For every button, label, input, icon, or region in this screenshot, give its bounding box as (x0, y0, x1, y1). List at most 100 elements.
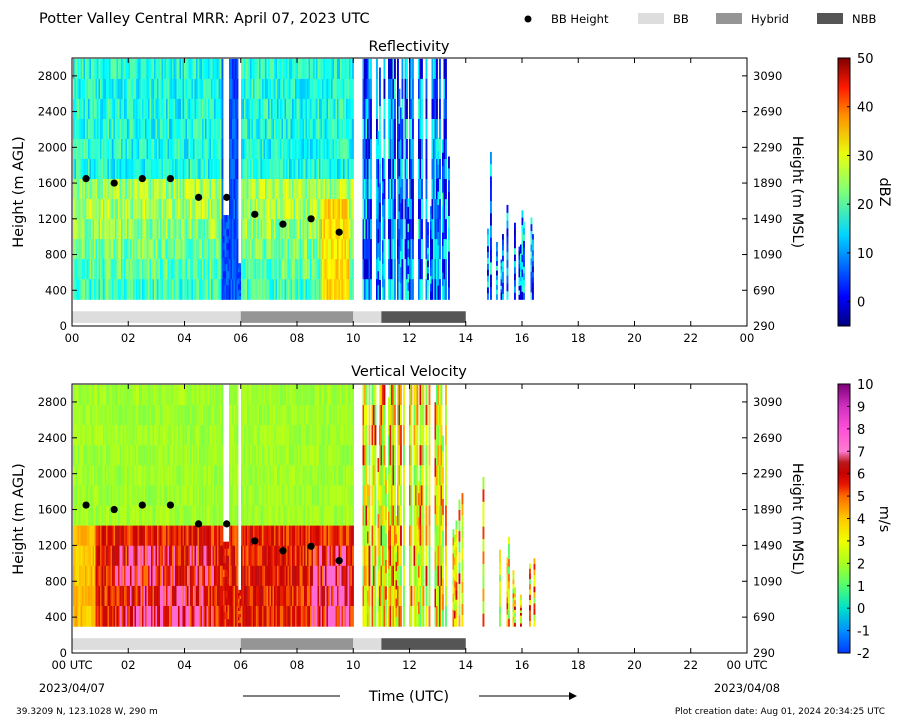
reflectivity-ytick-label: 0 (60, 319, 67, 333)
legend-label-hybrid: Hybrid (751, 12, 789, 26)
vertical-velocity-band-nbb-3 (381, 638, 466, 650)
reflectivity-xtick-label: 08 (290, 331, 305, 345)
figure-title: Potter Valley Central MRR: April 07, 202… (39, 11, 370, 27)
legend-label-bb: BB (673, 12, 689, 26)
reflectivity-band-bb-0 (72, 311, 241, 323)
footer-created: Plot creation date: Aug 01, 2024 20:34:2… (675, 707, 885, 717)
reflectivity-xtick-label: 00 (65, 331, 80, 345)
vertical-velocity-ytick-right-label: 1090 (753, 574, 782, 588)
vertical-velocity-colorbar-tick-label: 8 (857, 423, 865, 438)
vertical-velocity-band-bb-2 (353, 638, 382, 650)
legend-dot-bb-height (524, 15, 532, 23)
vertical-velocity-ytick-label: 400 (45, 610, 67, 624)
reflectivity-bb-height-point (307, 215, 315, 223)
reflectivity-ytick-label: 1200 (38, 212, 67, 226)
end-date-label: 2023/04/08 (714, 681, 780, 695)
vertical-velocity-xtick-label: 04 (177, 658, 192, 672)
vertical-velocity-xtick-label: 14 (458, 658, 473, 672)
reflectivity-xtick-label: 14 (458, 331, 473, 345)
vertical-velocity-ytick-right-label: 1490 (753, 538, 782, 552)
reflectivity-xtick-label: 00 (740, 331, 755, 345)
reflectivity-title: Reflectivity (369, 39, 450, 55)
vertical-velocity-ytick-label: 2400 (38, 431, 67, 445)
vertical-velocity-title: Vertical Velocity (351, 364, 467, 380)
reflectivity-bb-height-point (194, 193, 203, 201)
reflectivity-ytick-right-label: 1490 (753, 212, 782, 226)
reflectivity-ytick-right-label: 2690 (753, 105, 782, 119)
vertical-velocity-xtick-label: 02 (121, 658, 136, 672)
legend-label-bb-height: BB Height (551, 12, 609, 26)
reflectivity-ytick-right-label: 3090 (753, 69, 782, 83)
vertical-velocity-colorbar-tick-label: 2 (857, 557, 865, 572)
time-arrow-head-icon (569, 692, 577, 700)
reflectivity-ylabel: Height (m AGL) (11, 136, 27, 248)
reflectivity-bb-height-point (335, 228, 343, 236)
reflectivity-ylabel-right: Height (m MSL) (789, 136, 805, 248)
reflectivity-ytick-label: 400 (45, 283, 67, 297)
header-legend: BB Height BB Hybrid NBB (524, 12, 876, 26)
vertical-velocity-colorbar-tick-label: 0 (857, 602, 865, 617)
reflectivity-band-nbb-3 (381, 311, 466, 323)
reflectivity-colorbar-label: dBZ (876, 177, 892, 206)
vertical-velocity-bb-height-point (82, 501, 90, 509)
vertical-velocity-bb-height-point (307, 542, 315, 550)
vertical-velocity-colorbar-tick-label: 3 (857, 535, 865, 550)
reflectivity-band-bb-2 (353, 311, 382, 323)
vertical-velocity-bb-height-point (166, 501, 175, 509)
vertical-velocity-ytick-label: 1200 (38, 538, 67, 552)
reflectivity-ytick-label: 800 (45, 248, 67, 262)
reflectivity-ytick-right-label: 2290 (753, 140, 782, 154)
reflectivity-xtick-label: 02 (121, 331, 136, 345)
vertical-velocity-panel: Vertical Velocity 00 UTC 02 04 06 08 10 12 14 16… (11, 364, 892, 672)
legend-swatch-bb (638, 13, 664, 24)
vertical-velocity-bb-height-point (110, 505, 118, 514)
vertical-velocity-xtick-label: 08 (290, 658, 305, 672)
vertical-velocity-ytick-label: 1600 (38, 503, 67, 517)
vertical-velocity-ytick-right-label: 3090 (753, 395, 782, 409)
reflectivity-ytick-right-label: 1090 (753, 248, 782, 262)
vertical-velocity-colorbar-tick-label: -2 (857, 647, 870, 662)
vertical-velocity-bb-height-point (335, 557, 343, 565)
reflectivity-ytick-right-label: 290 (753, 319, 775, 333)
vertical-velocity-band-bb-0 (72, 638, 241, 650)
vertical-velocity-bb-height-point (251, 537, 259, 545)
legend-label-nbb: NBB (852, 12, 876, 26)
vertical-velocity-bb-height-point (223, 520, 231, 528)
vertical-velocity-ylabel: Height (m AGL) (11, 463, 27, 575)
vertical-velocity-colorbar-tick-label: -1 (857, 625, 870, 640)
reflectivity-bb-height-point (110, 179, 118, 187)
vertical-velocity-xtick-label: 00 UTC (51, 658, 92, 672)
reflectivity-colorbar-tick-label: 30 (857, 149, 874, 164)
reflectivity-bb-height-point (166, 175, 175, 183)
reflectivity-bb-height-point (279, 220, 287, 228)
vertical-velocity-colorbar-tick-label: 4 (857, 513, 865, 528)
reflectivity-xtick-label: 12 (402, 331, 417, 345)
reflectivity-ytick-label: 2000 (38, 140, 67, 154)
vertical-velocity-bb-height-point (194, 520, 203, 528)
vertical-velocity-xtick-label: 20 (627, 658, 642, 672)
vertical-velocity-xtick-label: 12 (402, 658, 417, 672)
reflectivity-xtick-label: 06 (233, 331, 248, 345)
reflectivity-ytick-label: 2800 (38, 69, 67, 83)
vertical-velocity-ytick-right-label: 290 (753, 646, 775, 660)
legend-swatch-nbb (817, 13, 843, 24)
vertical-velocity-colorbar-tick-label: 7 (857, 445, 865, 460)
time-axis-label: Time (UTC) (368, 689, 449, 705)
legend-swatch-hybrid (716, 13, 742, 24)
reflectivity-band-hybrid-1 (240, 311, 354, 323)
reflectivity-panel: Reflectivity 00 02 04 06 08 10 12 14 16 18 20 22 00 … (11, 39, 892, 345)
footer-location: 39.3209 N, 123.1028 W, 290 m (16, 707, 158, 717)
reflectivity-ytick-label: 1600 (38, 176, 67, 190)
vertical-velocity-ytick-label: 2000 (38, 467, 67, 481)
reflectivity-bb-height-point (251, 210, 259, 218)
start-date-label: 2023/04/07 (39, 681, 105, 695)
vertical-velocity-xtick-label: 06 (233, 658, 248, 672)
vertical-velocity-ytick-label: 0 (60, 646, 67, 660)
vertical-velocity-ylabel-right: Height (m MSL) (789, 463, 805, 575)
vertical-velocity-xtick-label: 10 (346, 658, 361, 672)
reflectivity-xtick-label: 22 (683, 331, 698, 345)
reflectivity-ytick-label: 2400 (38, 105, 67, 119)
vertical-velocity-ytick-label: 800 (45, 574, 67, 588)
reflectivity-colorbar (837, 57, 851, 327)
